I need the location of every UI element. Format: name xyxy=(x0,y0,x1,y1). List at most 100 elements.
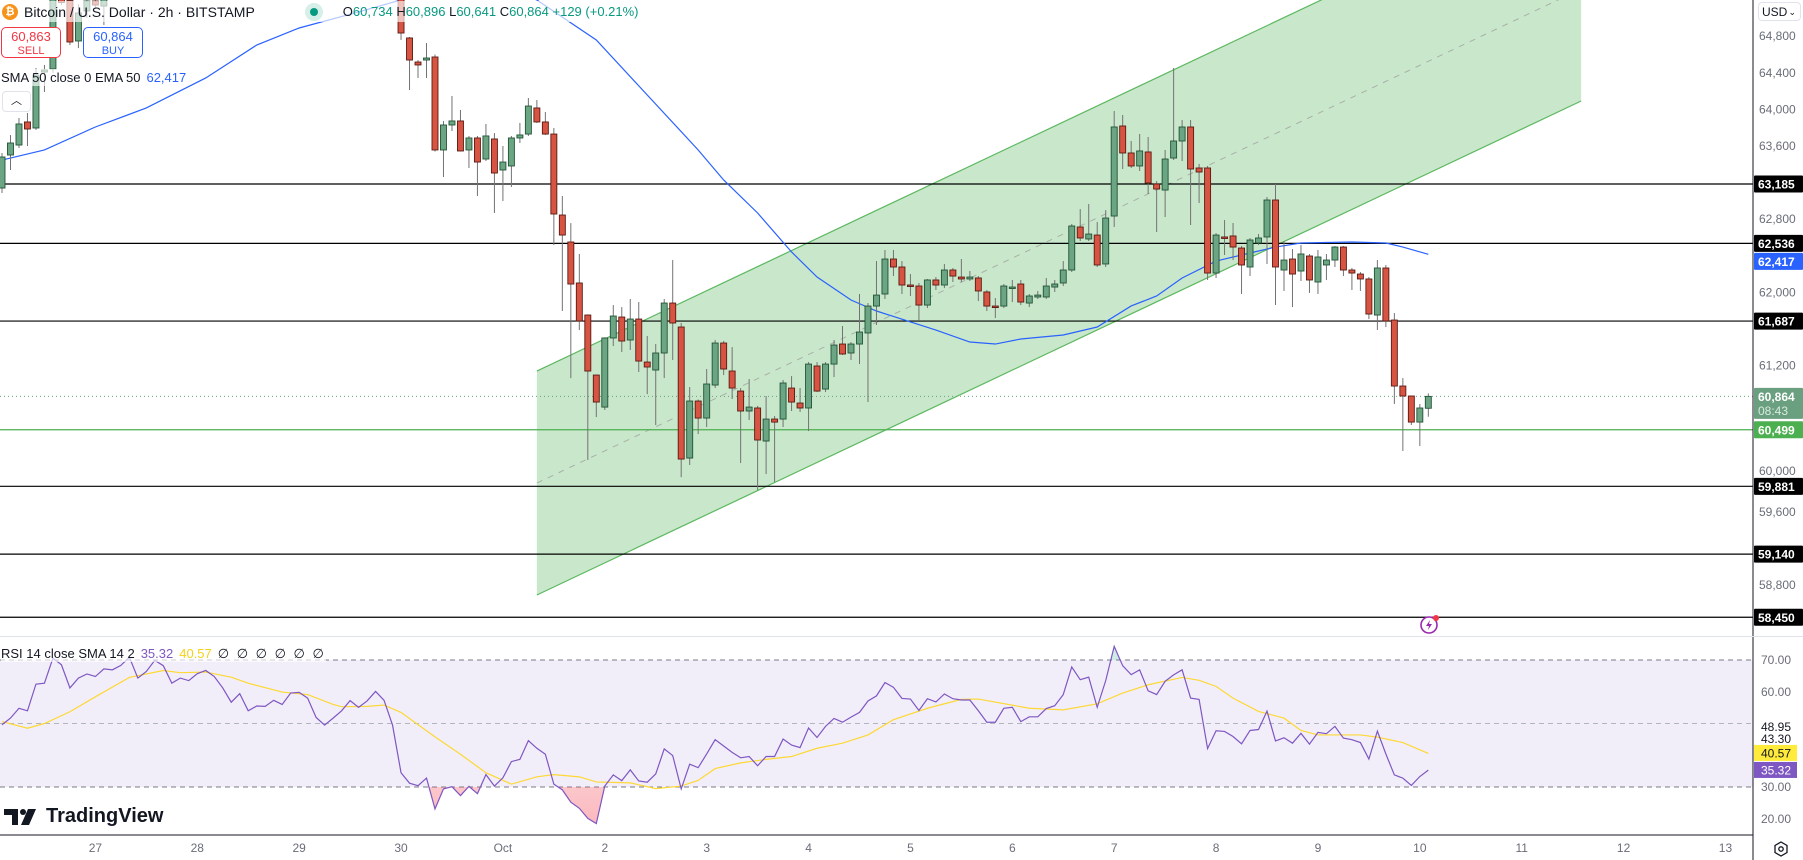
candle[interactable] xyxy=(1212,233,1220,278)
candle[interactable] xyxy=(1102,210,1110,267)
candle[interactable] xyxy=(1000,284,1008,309)
candle[interactable] xyxy=(898,261,906,294)
candle[interactable] xyxy=(1382,264,1390,328)
candle[interactable] xyxy=(431,54,439,152)
candle[interactable] xyxy=(813,362,821,393)
candle[interactable] xyxy=(873,261,880,326)
candle[interactable] xyxy=(1365,277,1373,320)
candle[interactable] xyxy=(720,340,728,376)
rsi-pane[interactable] xyxy=(0,644,1753,825)
candle[interactable] xyxy=(788,376,796,412)
candle[interactable] xyxy=(966,271,974,281)
candle[interactable] xyxy=(1127,140,1135,168)
candle[interactable] xyxy=(932,277,940,290)
candle[interactable] xyxy=(1306,253,1313,293)
candle[interactable] xyxy=(703,369,711,428)
candle[interactable] xyxy=(1025,293,1033,308)
candle[interactable] xyxy=(1416,404,1424,447)
candle[interactable] xyxy=(0,152,6,193)
tradingview-logo[interactable]: TradingView xyxy=(4,805,163,828)
candle[interactable] xyxy=(652,344,660,426)
candle[interactable] xyxy=(1272,184,1279,306)
channel-upper-line[interactable] xyxy=(536,0,1581,372)
candle[interactable] xyxy=(686,387,694,465)
candle[interactable] xyxy=(465,135,473,168)
candle[interactable] xyxy=(550,128,558,246)
candle[interactable] xyxy=(949,267,957,282)
rsi-legend[interactable]: RSI 14 close SMA 14 2 35.32 40.57 ∅ ∅ ∅ ∅ ∅… xyxy=(1,645,326,662)
candle[interactable] xyxy=(1076,209,1084,242)
candle[interactable] xyxy=(856,293,863,365)
candle[interactable] xyxy=(660,299,668,379)
candle[interactable] xyxy=(1051,279,1059,292)
time-axis[interactable]: 27 28 29 30 Oct 2 3 4 5 6 7 8 9 10 11 12 13 xyxy=(89,841,1733,855)
symbol-legend[interactable]: ₿ Bitcoin / U.S. Dollar · 2h · BITSTAMP … xyxy=(0,1,643,22)
candle[interactable] xyxy=(881,249,889,300)
candle[interactable] xyxy=(957,259,965,282)
collapse-legend-button[interactable]: ︿ xyxy=(2,91,31,112)
candle[interactable] xyxy=(1289,249,1296,308)
candle[interactable] xyxy=(1204,165,1212,280)
candle[interactable] xyxy=(490,133,498,214)
candle[interactable] xyxy=(601,337,609,411)
candle[interactable] xyxy=(669,260,677,361)
candle[interactable] xyxy=(1093,221,1101,267)
candle[interactable] xyxy=(592,374,600,418)
candle[interactable] xyxy=(771,415,779,483)
candle[interactable] xyxy=(635,302,643,373)
candle[interactable] xyxy=(24,112,31,147)
candle[interactable] xyxy=(839,326,846,356)
candle[interactable] xyxy=(1195,163,1203,204)
candle[interactable] xyxy=(1255,234,1262,246)
candle[interactable] xyxy=(473,135,481,196)
candle[interactable] xyxy=(737,388,745,464)
candle[interactable] xyxy=(1424,393,1432,417)
candle[interactable] xyxy=(1042,277,1050,300)
candle[interactable] xyxy=(414,60,422,79)
candle[interactable] xyxy=(974,276,982,302)
candle[interactable] xyxy=(575,253,583,331)
candle[interactable] xyxy=(643,335,651,395)
sell-button[interactable]: 60,863 SELL xyxy=(1,27,61,58)
candle[interactable] xyxy=(711,340,719,389)
candle[interactable] xyxy=(524,97,532,136)
candle[interactable] xyxy=(1263,196,1271,264)
candle[interactable] xyxy=(1229,222,1237,261)
candle[interactable] xyxy=(423,42,430,79)
candle[interactable] xyxy=(1407,395,1415,426)
channel-lower-line[interactable] xyxy=(536,100,1582,596)
candle[interactable] xyxy=(890,249,897,277)
candle[interactable] xyxy=(1085,204,1093,242)
ema-legend[interactable]: SMA 50 close 0 EMA 50 62,417 xyxy=(1,69,187,86)
candle[interactable] xyxy=(1144,136,1152,194)
candle[interactable] xyxy=(1068,223,1076,273)
candle[interactable] xyxy=(1238,246,1245,294)
candle[interactable] xyxy=(991,298,999,319)
candle[interactable] xyxy=(1322,253,1330,280)
candle[interactable] xyxy=(779,379,787,428)
candle[interactable] xyxy=(1008,279,1016,303)
candle[interactable] xyxy=(940,263,948,289)
candle[interactable] xyxy=(822,362,829,393)
candle[interactable] xyxy=(1170,67,1178,161)
candle[interactable] xyxy=(983,289,991,312)
candle[interactable] xyxy=(1119,115,1127,169)
candle[interactable] xyxy=(1110,110,1118,228)
candle[interactable] xyxy=(507,135,515,188)
candle[interactable] xyxy=(1136,133,1144,172)
price-axis[interactable]: 64,800 64,400 64,000 63,600 62,800 62,000 61,2… xyxy=(1754,29,1803,626)
candle[interactable] xyxy=(1178,120,1186,162)
settings-icon[interactable] xyxy=(1772,840,1790,858)
candle[interactable] xyxy=(558,195,566,312)
candle[interactable] xyxy=(1348,267,1356,290)
candle[interactable] xyxy=(609,305,617,347)
symbol-title[interactable]: Bitcoin / U.S. Dollar · 2h · BITSTAMP xyxy=(24,3,255,20)
rsi-line[interactable] xyxy=(1,644,1429,825)
candle[interactable] xyxy=(626,299,634,350)
candle[interactable] xyxy=(482,123,490,162)
candle[interactable] xyxy=(541,111,549,136)
candle[interactable] xyxy=(1373,260,1381,331)
candle[interactable] xyxy=(1399,378,1407,451)
candle[interactable] xyxy=(796,388,804,413)
